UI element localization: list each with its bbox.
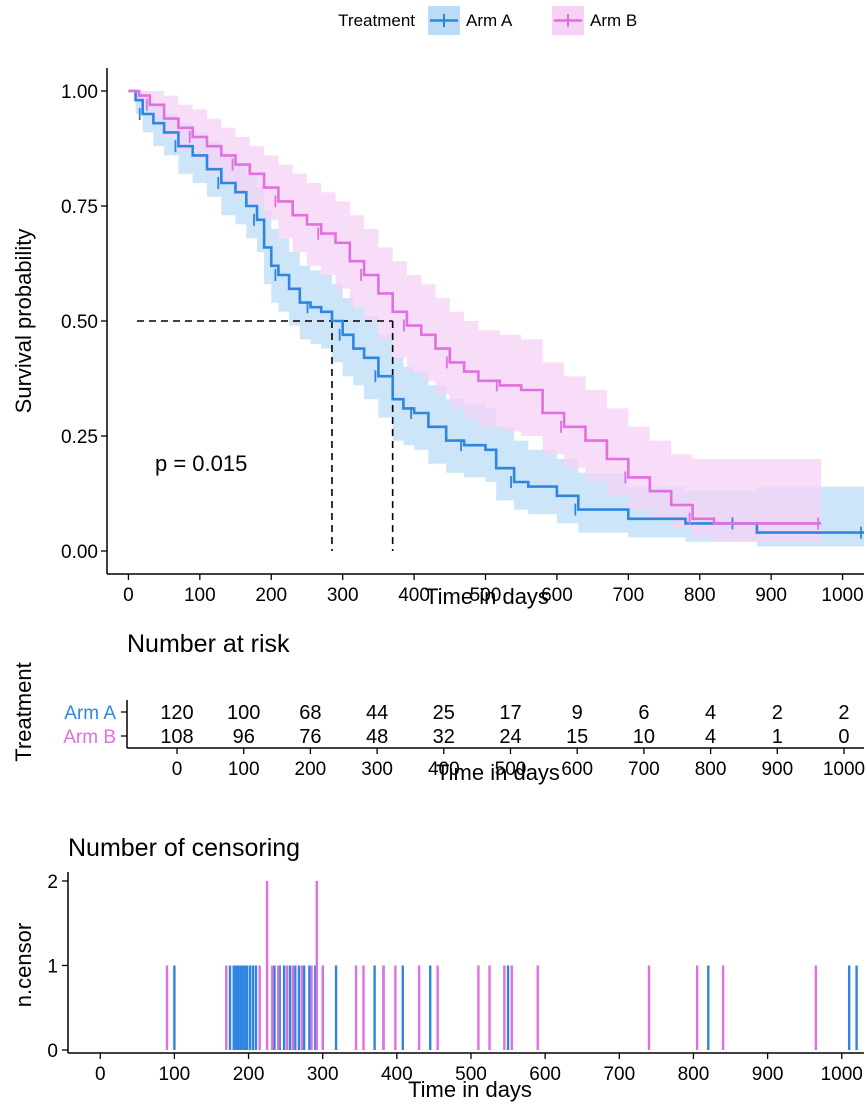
censoring-x-tick-label: 300 <box>307 1064 339 1085</box>
risk-table-x-tick-label: 400 <box>428 759 460 780</box>
risk-cell-arm-b: 48 <box>366 726 388 748</box>
risk-cell-arm-b: 32 <box>433 726 455 748</box>
censoring-x-tick-label: 500 <box>455 1064 487 1085</box>
risk-table-y-axis-label: Treatment <box>11 662 36 761</box>
survival-axes: 0.00 0.25 0.50 0.75 1.00 0 100 200 300 400 500 600 7… <box>61 68 864 606</box>
survival-y-tick-label: 0.50 <box>61 312 98 333</box>
risk-table-x-tick-label: 0 <box>172 759 183 780</box>
legend-label-arm-a: Arm A <box>466 11 513 30</box>
censoring-x-tick-label: 700 <box>603 1064 635 1085</box>
survival-y-tick-label: 0.00 <box>61 542 98 563</box>
risk-table-x-tick-label: 800 <box>695 759 727 780</box>
risk-table-x-tick-label: 300 <box>361 759 393 780</box>
risk-cell-arm-b: 1 <box>772 726 783 748</box>
censoring-plot: Number of censoring 0 1 2 0 100 200 300 400 500 6… <box>11 834 864 1102</box>
survival-x-axis-label: Time in days <box>425 584 549 609</box>
risk-table-x-tick-label: 500 <box>495 759 527 780</box>
survival-x-tick-label: 100 <box>184 585 216 606</box>
survival-x-tick-label: 700 <box>612 585 644 606</box>
censoring-x-axis-label: Time in days <box>408 1077 532 1102</box>
risk-cell-arm-a: 2 <box>838 702 849 724</box>
survival-x-tick-label: 300 <box>327 585 359 606</box>
risk-cell-arm-b: 0 <box>838 726 849 748</box>
censoring-y-tick-label: 0 <box>47 1041 58 1062</box>
risk-row-label-arm-b: Arm B <box>63 727 116 748</box>
risk-table-x-axis-label: Time in days <box>436 760 560 785</box>
risk-table-x-tick-label: 700 <box>628 759 660 780</box>
risk-cell-arm-b: 10 <box>633 726 655 748</box>
censoring-x-tick-label: 1000 <box>821 1064 863 1085</box>
risk-table-axes: 0 100 200 300 400 500 600 700 800 900 1000 <box>121 700 865 780</box>
risk-cell-arm-a: 68 <box>299 702 321 724</box>
censoring-x-tick-label: 100 <box>159 1064 191 1085</box>
risk-cell-arm-b: 96 <box>233 726 255 748</box>
risk-cell-arm-b: 4 <box>705 726 716 748</box>
risk-table: Number at risk Treatment Arm A 120 100 68 44… <box>11 630 865 785</box>
survival-plot: 0.00 0.25 0.50 0.75 1.00 0 100 200 300 400 500 600 7… <box>11 68 864 609</box>
risk-cell-arm-a: 17 <box>499 702 521 724</box>
band-arm-b <box>128 91 822 542</box>
risk-table-x-tick-label: 100 <box>228 759 260 780</box>
censoring-title: Number of censoring <box>68 834 300 862</box>
legend: Treatment Arm A Arm B <box>338 6 637 35</box>
censoring-y-axis-label: n.censor <box>11 923 36 1007</box>
survival-x-tick-label: 600 <box>541 585 573 606</box>
survival-y-tick-label: 0.25 <box>61 427 98 448</box>
censoring-axes: 0 1 2 0 100 200 300 400 500 600 700 800 900 1000 <box>47 872 864 1085</box>
legend-label-arm-b: Arm B <box>590 11 637 30</box>
censoring-x-tick-label: 800 <box>678 1064 710 1085</box>
risk-cell-arm-a: 25 <box>433 702 455 724</box>
risk-cell-arm-a: 100 <box>227 702 260 724</box>
censoring-x-tick-label: 0 <box>95 1064 106 1085</box>
censoring-x-tick-label: 900 <box>752 1064 784 1085</box>
risk-cell-arm-b: 15 <box>566 726 588 748</box>
survival-y-tick-label: 0.75 <box>61 197 98 218</box>
survival-y-axis-label: Survival probability <box>11 229 36 414</box>
curve-arm-b <box>128 89 822 525</box>
survival-x-tick-label: 200 <box>255 585 287 606</box>
censoring-y-tick-label: 2 <box>47 872 58 893</box>
survival-x-tick-label: 400 <box>398 585 430 606</box>
curve-arm-a <box>128 89 864 534</box>
risk-cell-arm-a: 6 <box>638 702 649 724</box>
survival-x-tick-label: 500 <box>470 585 502 606</box>
censoring-x-tick-label: 600 <box>529 1064 561 1085</box>
survival-x-tick-label: 1000 <box>821 585 863 606</box>
risk-table-title: Number at risk <box>127 630 290 658</box>
risk-cell-arm-b: 108 <box>160 726 193 748</box>
confidence-bands <box>128 91 864 547</box>
median-lines <box>137 320 394 551</box>
censoring-x-tick-label: 200 <box>233 1064 265 1085</box>
legend-key-arm-b <box>552 6 584 35</box>
risk-table-x-tick-label: 1000 <box>823 759 865 780</box>
survival-curves <box>128 89 864 539</box>
survival-y-tick-label: 1.00 <box>61 82 98 103</box>
risk-cell-arm-a: 9 <box>572 702 583 724</box>
p-value-annotation: p = 0.015 <box>155 451 247 476</box>
risk-cell-arm-a: 2 <box>772 702 783 724</box>
risk-table-x-tick-label: 600 <box>561 759 593 780</box>
risk-row-label-arm-a: Arm A <box>64 703 116 724</box>
censoring-bars <box>165 881 858 1050</box>
risk-cell-arm-a: 120 <box>160 702 193 724</box>
risk-cell-arm-b: 24 <box>499 726 521 748</box>
risk-cell-arm-a: 4 <box>705 702 716 724</box>
risk-cell-arm-b: 76 <box>299 726 321 748</box>
survival-x-tick-label: 800 <box>684 585 716 606</box>
censoring-x-tick-label: 400 <box>381 1064 413 1085</box>
survival-x-tick-label: 0 <box>123 585 134 606</box>
risk-cell-arm-a: 44 <box>366 702 388 724</box>
legend-title: Treatment <box>338 11 415 30</box>
risk-table-x-tick-label: 900 <box>761 759 793 780</box>
legend-key-arm-a <box>428 6 460 35</box>
survival-x-tick-label: 900 <box>755 585 787 606</box>
risk-table-x-tick-label: 200 <box>295 759 327 780</box>
censoring-y-tick-label: 1 <box>47 957 58 978</box>
